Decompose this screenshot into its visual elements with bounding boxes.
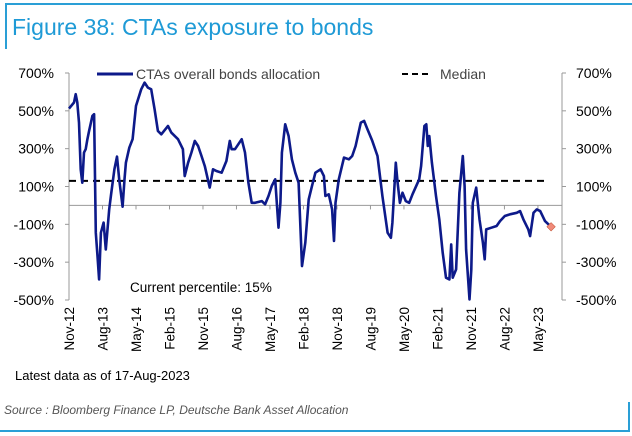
x-tick-label: Aug-16 [229, 307, 244, 351]
x-tick-label: Nov-12 [62, 307, 77, 351]
right-y-tick-label: 700% [576, 65, 612, 81]
x-tick-label: Feb-18 [296, 307, 311, 350]
frame-right-bar [628, 402, 630, 432]
right-y-tick-label: -300% [576, 254, 616, 270]
x-tick-label: May-23 [531, 307, 546, 352]
left-y-tick-label: 100% [18, 179, 54, 195]
chart: 700% 700% 500% 500% 300% 300% 100% 100% -100% -10… [14, 65, 617, 353]
left-y-tick-label: 500% [18, 103, 54, 119]
latest-data-note: Latest data as of 17-Aug-2023 [15, 368, 190, 383]
frame-bottom-line [0, 430, 630, 432]
right-y-tick-label: 100% [576, 179, 612, 195]
right-y-tick-label: -100% [576, 216, 616, 232]
left-y-tick-label: 700% [18, 65, 54, 81]
x-tick-label: Nov-18 [330, 307, 345, 351]
left-y-tick-label: -300% [14, 254, 54, 270]
left-y-tick-label: -100% [14, 216, 54, 232]
x-tick-label: Aug-19 [363, 307, 378, 351]
legend-median-label: Median [440, 66, 486, 82]
x-tick-label: Nov-21 [464, 307, 479, 351]
right-y-tick-label: 500% [576, 103, 612, 119]
left-y-tick-label: -500% [14, 292, 54, 308]
x-tick-label: Aug-22 [497, 307, 512, 351]
x-tick-label: Feb-21 [430, 307, 445, 350]
frame-left-bar [5, 3, 7, 49]
x-tick-label: Nov-15 [196, 307, 211, 351]
legend-series-label: CTAs overall bonds allocation [136, 66, 320, 82]
percentile-annotation: Current percentile: 15% [130, 280, 272, 295]
x-tick-label: Feb-15 [162, 307, 177, 350]
series-line-ctas-bonds-allocation [67, 81, 552, 301]
source-note: Source : Bloomberg Finance LP, Deutsche … [4, 403, 349, 417]
x-tick-label: May-14 [129, 307, 144, 353]
right-y-tick-label: -500% [576, 292, 616, 308]
frame-top-line [5, 3, 632, 5]
x-tick-label: May-17 [263, 307, 278, 352]
latest-point-marker [546, 222, 556, 232]
left-y-tick-label: 300% [18, 141, 54, 157]
figure-title: Figure 38: CTAs exposure to bonds [12, 14, 374, 40]
x-tick-label: Aug-13 [95, 307, 110, 351]
x-tick-label: May-20 [397, 307, 412, 352]
right-y-tick-label: 300% [576, 141, 612, 157]
